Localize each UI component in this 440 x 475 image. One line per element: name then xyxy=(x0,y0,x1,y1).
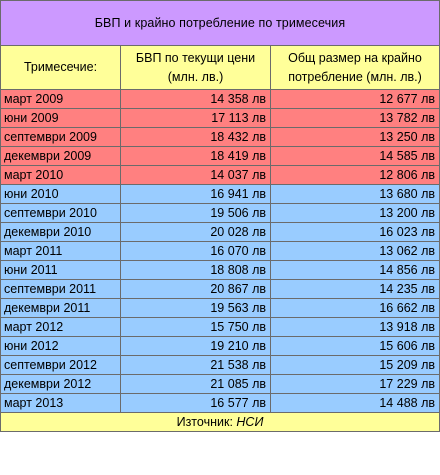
table-row: декември 2011 19 563 лв 16 662 лв xyxy=(0,298,440,318)
gdp-cell: 16 941 лв xyxy=(120,184,271,204)
table-row: септември 2010 19 506 лв 13 200 лв xyxy=(0,203,440,223)
period-cell: декември 2010 xyxy=(0,222,121,242)
table-row: декември 2010 20 028 лв 16 023 лв xyxy=(0,222,440,242)
consumption-cell: 13 680 лв xyxy=(270,184,440,204)
gdp-cell: 21 538 лв xyxy=(120,355,271,375)
consumption-cell: 13 250 лв xyxy=(270,127,440,147)
table-row: юни 2012 19 210 лв 15 606 лв xyxy=(0,336,440,356)
table-row: септември 2012 21 538 лв 15 209 лв xyxy=(0,355,440,375)
gdp-cell: 14 037 лв xyxy=(120,165,271,185)
gdp-cell: 19 506 лв xyxy=(120,203,271,223)
consumption-cell: 16 662 лв xyxy=(270,298,440,318)
gdp-cell: 18 419 лв xyxy=(120,146,271,166)
table-row: март 2011 16 070 лв 13 062 лв xyxy=(0,241,440,261)
table-title: БВП и крайно потребление по тримесечия xyxy=(0,0,440,46)
table-row: юни 2010 16 941 лв 13 680 лв xyxy=(0,184,440,204)
source-cell: Източник: НСИ xyxy=(0,412,440,432)
consumption-cell: 14 585 лв xyxy=(270,146,440,166)
table-row: септември 2009 18 432 лв 13 250 лв xyxy=(0,127,440,147)
gdp-cell: 19 563 лв xyxy=(120,298,271,318)
period-cell: декември 2011 xyxy=(0,298,121,318)
title-row: БВП и крайно потребление по тримесечия xyxy=(0,0,440,46)
table-row: декември 2009 18 419 лв 14 585 лв xyxy=(0,146,440,166)
column-header-gdp-line1: БВП по текущи цени xyxy=(135,50,256,65)
gdp-cell: 18 432 лв xyxy=(120,127,271,147)
consumption-cell: 15 209 лв xyxy=(270,355,440,375)
column-header-period: Тримесечие: xyxy=(0,45,121,90)
source-row: Източник: НСИ xyxy=(0,412,440,432)
period-cell: септември 2012 xyxy=(0,355,121,375)
column-header-consumption: Общ размер на крайно потребление (млн. л… xyxy=(270,45,440,90)
table-row: март 2009 14 358 лв 12 677 лв xyxy=(0,89,440,109)
period-cell: септември 2009 xyxy=(0,127,121,147)
table-row: март 2013 16 577 лв 14 488 лв xyxy=(0,393,440,413)
column-header-gdp-line2: (млн. лв.) xyxy=(167,69,224,84)
consumption-cell: 13 782 лв xyxy=(270,108,440,128)
gdp-cell: 19 210 лв xyxy=(120,336,271,356)
period-cell: март 2011 xyxy=(0,241,121,261)
period-cell: декември 2009 xyxy=(0,146,121,166)
table-row: юни 2009 17 113 лв 13 782 лв xyxy=(0,108,440,128)
period-cell: март 2009 xyxy=(0,89,121,109)
gdp-cell: 18 808 лв xyxy=(120,260,271,280)
consumption-cell: 13 200 лв xyxy=(270,203,440,223)
gdp-cell: 17 113 лв xyxy=(120,108,271,128)
period-cell: март 2010 xyxy=(0,165,121,185)
period-cell: септември 2010 xyxy=(0,203,121,223)
gdp-cell: 21 085 лв xyxy=(120,374,271,394)
period-cell: март 2013 xyxy=(0,393,121,413)
period-cell: юни 2010 xyxy=(0,184,121,204)
table-row: юни 2011 18 808 лв 14 856 лв xyxy=(0,260,440,280)
column-header-consumption-line2: потребление (млн. лв.) xyxy=(288,69,422,84)
gdp-cell: 16 577 лв xyxy=(120,393,271,413)
header-row: Тримесечие: БВП по текущи цени (млн. лв.… xyxy=(0,45,440,90)
gdp-cell: 20 867 лв xyxy=(120,279,271,299)
consumption-cell: 14 488 лв xyxy=(270,393,440,413)
period-cell: септември 2011 xyxy=(0,279,121,299)
consumption-cell: 14 235 лв xyxy=(270,279,440,299)
column-header-consumption-line1: Общ размер на крайно xyxy=(288,50,422,65)
period-cell: декември 2012 xyxy=(0,374,121,394)
table-row: март 2012 15 750 лв 13 918 лв xyxy=(0,317,440,337)
consumption-cell: 13 918 лв xyxy=(270,317,440,337)
consumption-cell: 13 062 лв xyxy=(270,241,440,261)
consumption-cell: 16 023 лв xyxy=(270,222,440,242)
period-cell: юни 2011 xyxy=(0,260,121,280)
table-row: септември 2011 20 867 лв 14 235 лв xyxy=(0,279,440,299)
period-cell: март 2012 xyxy=(0,317,121,337)
consumption-cell: 12 806 лв xyxy=(270,165,440,185)
gdp-cell: 20 028 лв xyxy=(120,222,271,242)
column-header-gdp: БВП по текущи цени (млн. лв.) xyxy=(120,45,271,90)
table-body: март 2009 14 358 лв 12 677 лв юни 2009 17 11… xyxy=(0,89,440,413)
consumption-cell: 12 677 лв xyxy=(270,89,440,109)
consumption-cell: 15 606 лв xyxy=(270,336,440,356)
gdp-cell: 15 750 лв xyxy=(120,317,271,337)
period-cell: юни 2009 xyxy=(0,108,121,128)
gdp-cell: 14 358 лв xyxy=(120,89,271,109)
table-row: март 2010 14 037 лв 12 806 лв xyxy=(0,165,440,185)
consumption-cell: 17 229 лв xyxy=(270,374,440,394)
period-cell: юни 2012 xyxy=(0,336,121,356)
source-value: НСИ xyxy=(236,415,264,429)
gdp-cell: 16 070 лв xyxy=(120,241,271,261)
gdp-consumption-table: БВП и крайно потребление по тримесечия Т… xyxy=(0,0,440,432)
source-label: Източник: xyxy=(176,415,233,429)
table-row: декември 2012 21 085 лв 17 229 лв xyxy=(0,374,440,394)
consumption-cell: 14 856 лв xyxy=(270,260,440,280)
